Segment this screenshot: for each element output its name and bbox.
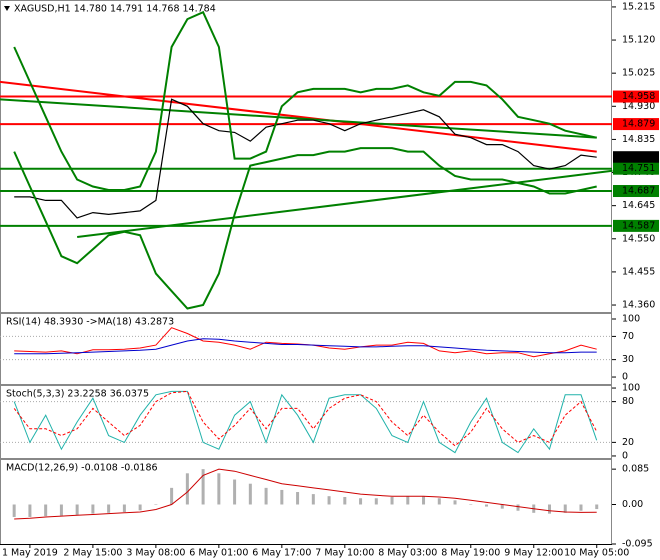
histogram-bar: [138, 504, 142, 511]
y-tick-label: -0.095: [622, 539, 653, 550]
histogram-bar: [437, 498, 441, 505]
histogram-bar: [28, 504, 32, 517]
histogram-bar: [406, 496, 410, 505]
panel-header: RSI(14) 48.3930 ->MA(18) 43.2873: [6, 317, 174, 328]
y-tick-label: 70: [622, 331, 634, 342]
histogram-bar: [12, 504, 16, 517]
histogram-bar: [453, 500, 457, 505]
y-tick-label: 20: [622, 437, 634, 448]
y-tick-label: 15.120: [622, 35, 655, 46]
y-tick-label: 0: [622, 450, 628, 461]
y-tick-label: 100: [622, 383, 640, 394]
y-tick-label: 15.025: [622, 68, 655, 79]
histogram-bar: [390, 497, 394, 505]
x-tick-label: 3 May 08:00: [126, 548, 185, 559]
series-line: [13, 147, 597, 310]
price-label: 14.587: [622, 220, 655, 231]
histogram-bar: [343, 497, 347, 505]
histogram-bar: [359, 498, 363, 505]
y-tick-label: 14.930: [622, 101, 655, 112]
histogram-bar: [185, 473, 189, 505]
histogram-bar: [280, 489, 284, 505]
x-tick-label: 6 May 01:00: [189, 548, 248, 559]
price-label: 14.958: [622, 91, 655, 102]
y-tick-label: 14.550: [622, 233, 655, 244]
x-tick-label: 8 May 03:00: [378, 548, 437, 559]
price-label: 14.879: [622, 119, 655, 130]
y-tick-label: 14.835: [622, 134, 655, 145]
y-tick-label: 0.085: [622, 464, 649, 475]
trend-line: [77, 169, 613, 239]
x-tick-label: 2 May 15:00: [63, 548, 122, 559]
price-label: 14.784: [622, 152, 655, 163]
histogram-bar: [485, 504, 489, 507]
trend-line: [0, 98, 597, 139]
y-tick-label: 14.455: [622, 266, 655, 277]
y-tick-label: 14.645: [622, 200, 655, 211]
panel-header: MACD(12,26,9) -0.0108 -0.0186: [6, 463, 158, 474]
histogram-bar: [75, 504, 79, 515]
menu-arrow[interactable]: [4, 6, 10, 11]
trend-line: [0, 80, 597, 153]
histogram-bar: [547, 504, 551, 514]
histogram-bar: [500, 504, 504, 509]
series-line: [14, 98, 597, 219]
histogram-bar: [217, 473, 221, 505]
y-tick-label: 100: [622, 313, 640, 324]
x-tick-label: 6 May 17:00: [252, 548, 311, 559]
y-tick-label: 15.215: [622, 1, 655, 12]
price-label: 14.687: [622, 186, 655, 197]
histogram-bar: [311, 494, 315, 505]
histogram-bar: [422, 496, 426, 505]
histogram-bar: [296, 492, 300, 505]
series-line: [14, 468, 597, 520]
price-label-box: [613, 219, 659, 232]
histogram-bar: [595, 504, 599, 510]
series-line: [14, 338, 597, 355]
panel-frame: [0, 313, 612, 385]
histogram-bar: [248, 483, 252, 505]
panel-header: Stoch(5,3,3) 23.2258 36.0375: [6, 389, 149, 400]
y-tick-label: 0.00: [622, 499, 643, 510]
histogram-bar: [264, 487, 268, 505]
price-label-box: [613, 151, 659, 164]
histogram-bar: [374, 498, 378, 505]
x-tick-label: 1 May 2019: [2, 548, 58, 559]
panel-frame: [0, 0, 612, 313]
histogram-bar: [563, 504, 567, 513]
histogram-bar: [107, 504, 111, 513]
x-tick-label: 10 May 05:00: [564, 548, 629, 559]
y-tick-label: 30: [622, 354, 634, 365]
histogram-bar: [170, 487, 174, 505]
price-label: 14.751: [622, 163, 655, 174]
histogram-bar: [516, 504, 520, 511]
histogram-bar: [154, 504, 158, 505]
price-label-box: [613, 162, 659, 175]
histogram-bar: [201, 469, 205, 505]
histogram-bar: [233, 479, 237, 505]
y-tick-label: 14.360: [622, 300, 655, 311]
series-line: [13, 390, 598, 454]
price-label-box: [613, 90, 659, 103]
y-tick-label: 80: [622, 396, 634, 407]
histogram-bar: [469, 504, 473, 505]
histogram-bar: [44, 504, 48, 517]
panel-header: XAGUSD,H1 14.780 14.791 14.768 14.784: [14, 4, 216, 15]
x-tick-label: 7 May 10:00: [315, 548, 374, 559]
histogram-bar: [327, 496, 331, 505]
panel-frame: [0, 385, 612, 459]
price-label-box: [613, 185, 659, 198]
series-line: [13, 10, 597, 191]
histogram-bar: [579, 504, 583, 511]
price-label-box: [613, 118, 659, 131]
x-tick-label: 8 May 19:00: [441, 548, 500, 559]
histogram-bar: [122, 504, 126, 512]
y-tick-label: 0: [622, 372, 628, 383]
histogram-bar: [59, 504, 63, 516]
x-tick-label: 9 May 12:00: [504, 548, 563, 559]
series-line: [13, 390, 598, 447]
histogram-bar: [91, 504, 95, 514]
